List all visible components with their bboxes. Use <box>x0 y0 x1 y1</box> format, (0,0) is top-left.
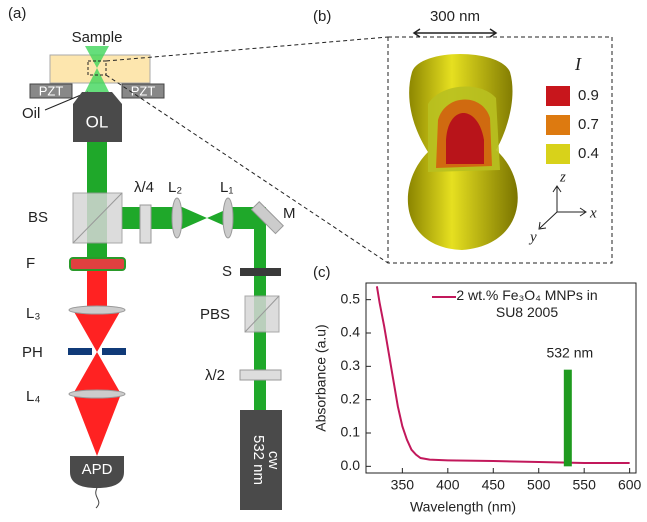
pinhole <box>68 348 92 355</box>
legend: 0.9 0.7 0.4 <box>546 86 599 164</box>
lens <box>69 306 125 314</box>
pzt-label: PZT <box>131 83 156 98</box>
lens-label: L₁ <box>220 179 233 196</box>
filter-label: F <box>26 255 35 272</box>
zoom-line <box>106 37 388 61</box>
x-tick-label: 550 <box>573 477 597 493</box>
lens-label: L₂ <box>168 179 182 196</box>
axes-triad <box>539 186 586 229</box>
legend-swatch <box>546 144 570 164</box>
scale-label: 300 nm <box>430 8 480 25</box>
y-tick-label: 0.3 <box>341 357 361 373</box>
filter <box>70 258 125 270</box>
pzt-label: PZT <box>39 83 64 98</box>
marker-bar <box>564 370 572 467</box>
x-tick-label: 450 <box>482 477 506 493</box>
x-tick-label: 600 <box>618 477 642 493</box>
x-tick-label: 500 <box>527 477 551 493</box>
axis-name: y <box>528 229 537 245</box>
x-axis-label: Wavelength (nm) <box>410 499 516 515</box>
y-tick-label: 0.1 <box>341 424 361 440</box>
half-wave-label: λ/2 <box>205 367 225 384</box>
sample-label: Sample <box>72 29 123 46</box>
laser-label: cw <box>265 451 282 470</box>
y-tick-label: 0.4 <box>341 324 361 340</box>
marker-label: 532 nm <box>546 344 593 360</box>
objective-label: OL <box>86 112 109 131</box>
figure: (a) Sample PZT PZT Oil OL BS λ/4 L₂ L₁ M… <box>0 0 647 522</box>
legend-swatch <box>546 86 570 106</box>
pinhole <box>102 348 126 355</box>
figure-svg: (a) Sample PZT PZT Oil OL BS λ/4 L₂ L₁ M… <box>0 0 647 522</box>
cable <box>96 488 99 508</box>
legend-swatch <box>546 115 570 135</box>
bs-label: BS <box>28 209 48 226</box>
half-wave-plate <box>240 370 281 380</box>
legend-value: 0.4 <box>578 145 599 162</box>
panel-label: (a) <box>8 5 26 22</box>
panel-label: (b) <box>313 8 331 25</box>
detector-label: APD <box>82 461 113 478</box>
lens <box>69 390 125 398</box>
oil-label: Oil <box>22 105 40 122</box>
x-tick-label: 400 <box>436 477 460 493</box>
lens-label: L₃ <box>26 305 40 322</box>
pinhole-label: PH <box>22 344 43 361</box>
panel-label: (c) <box>313 264 331 281</box>
y-tick-label: 0.0 <box>341 457 361 473</box>
axis-name: x <box>589 205 597 221</box>
quarter-wave-label: λ/4 <box>134 179 154 196</box>
lens <box>223 198 233 238</box>
y-tick-label: 0.2 <box>341 390 361 406</box>
laser-label: 532 nm <box>250 435 267 485</box>
y-axis-label: Absorbance (a.u) <box>313 324 329 431</box>
beam <box>73 310 121 456</box>
lens <box>172 198 182 238</box>
pbs-label: PBS <box>200 306 230 323</box>
x-tick-label: 350 <box>391 477 415 493</box>
legend-value: 0.9 <box>578 87 599 104</box>
legend-title: I <box>574 54 582 74</box>
legend-label: 2 wt.% Fe₃O₄ MNPs in SU8 2005 <box>452 287 602 321</box>
shutter <box>240 268 281 276</box>
y-tick-label: 0.5 <box>341 290 361 306</box>
mirror-label: M <box>283 205 296 222</box>
lens-label: L₄ <box>26 388 40 405</box>
legend-value: 0.7 <box>578 116 599 133</box>
quarter-wave-plate <box>140 205 151 243</box>
scale-bar <box>414 29 496 37</box>
shutter-label: S <box>222 263 232 280</box>
axis-name: z <box>559 169 566 185</box>
beam <box>87 270 107 310</box>
